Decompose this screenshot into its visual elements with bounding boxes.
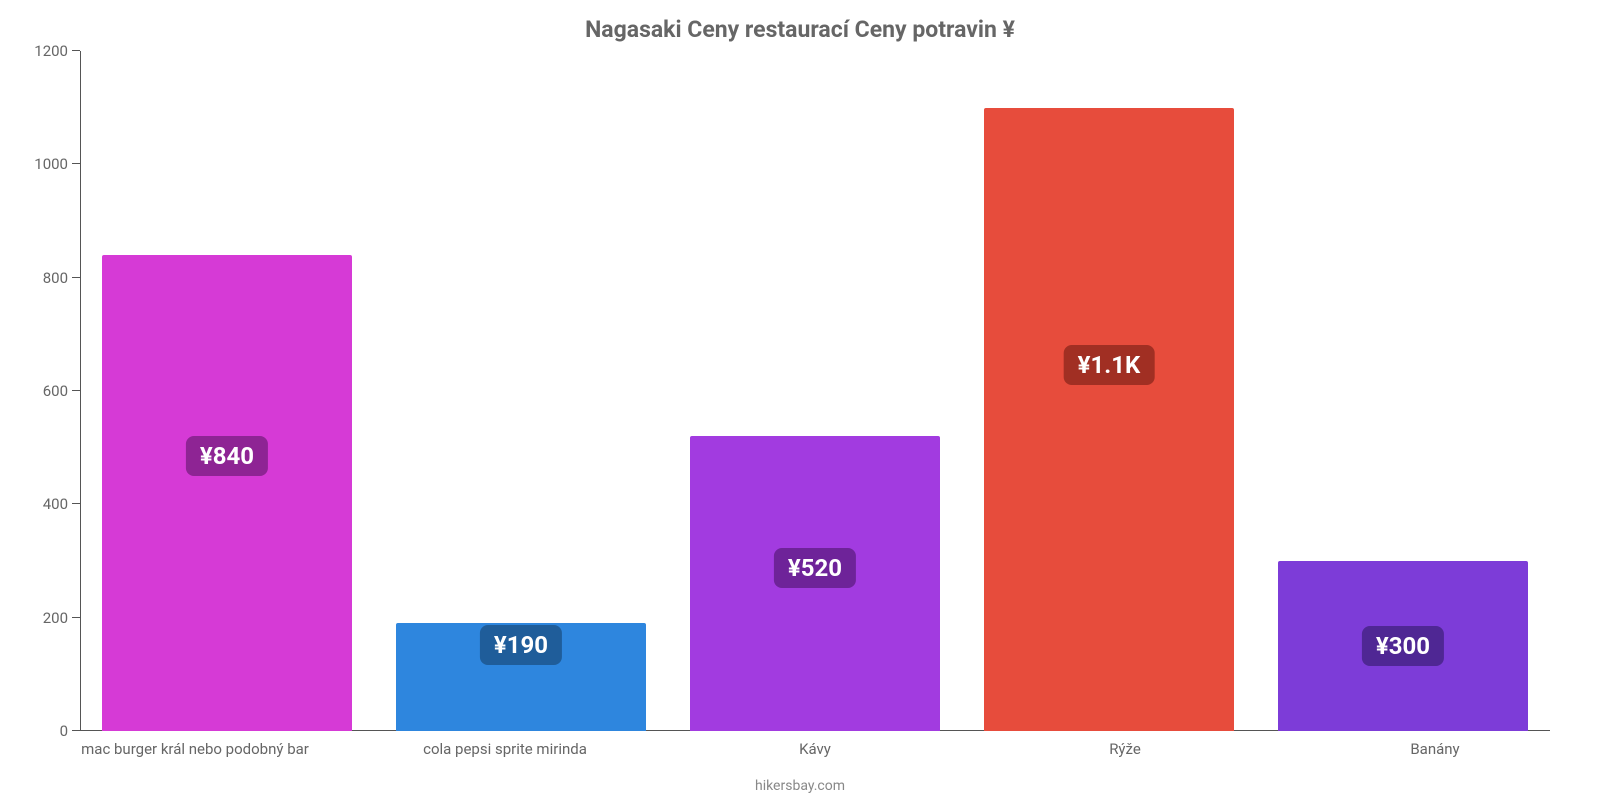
bar: ¥300 [1278,561,1528,731]
y-tick [72,163,80,164]
bar-slot: ¥300 [1256,51,1550,731]
y-tick [72,617,80,618]
bar-slot: ¥840 [80,51,374,731]
y-tick-label: 0 [60,722,68,740]
bar-value-label: ¥190 [480,625,562,665]
chart-container: Nagasaki Ceny restaurací Ceny potravin ¥… [0,0,1600,800]
bar-value-label: ¥520 [774,548,856,588]
bar-slot: ¥520 [668,51,962,731]
bar-slot: ¥190 [374,51,668,731]
bar-value-label: ¥300 [1362,626,1444,666]
bar-slot: ¥1.1K [962,51,1256,731]
y-tick-label: 400 [43,495,68,513]
y-tick [72,730,80,731]
x-axis-label: cola pepsi sprite mirinda [350,740,660,758]
y-tick-label: 800 [43,269,68,287]
source-text: hikersbay.com [0,778,1600,794]
y-tick [72,390,80,391]
y-tick-label: 200 [43,609,68,627]
x-axis-label: Rýže [970,740,1280,758]
x-axis-label: Banány [1280,740,1590,758]
y-tick-label: 600 [43,382,68,400]
y-tick [72,277,80,278]
bar: ¥520 [690,436,940,731]
x-axis-label: mac burger král nebo podobný bar [40,740,350,758]
bar: ¥840 [102,255,352,731]
bar-value-label: ¥1.1K [1064,345,1155,385]
y-tick [72,50,80,51]
bar: ¥1.1K [984,108,1234,731]
bars-group: ¥840 ¥190 ¥520 ¥1.1K ¥300 [80,51,1550,731]
y-tick-label: 1000 [34,155,68,173]
plot-area: ¥840¥190¥520¥1.1K¥300 020040060080010001… [80,51,1550,731]
x-axis-label: Kávy [660,740,970,758]
y-tick-label: 1200 [34,42,68,60]
chart-title: Nagasaki Ceny restaurací Ceny potravin ¥ [40,16,1560,43]
y-tick [72,503,80,504]
x-axis-labels: mac burger král nebo podobný barcola pep… [40,740,1590,758]
bar-value-label: ¥840 [186,436,268,476]
bar: ¥190 [396,623,646,731]
